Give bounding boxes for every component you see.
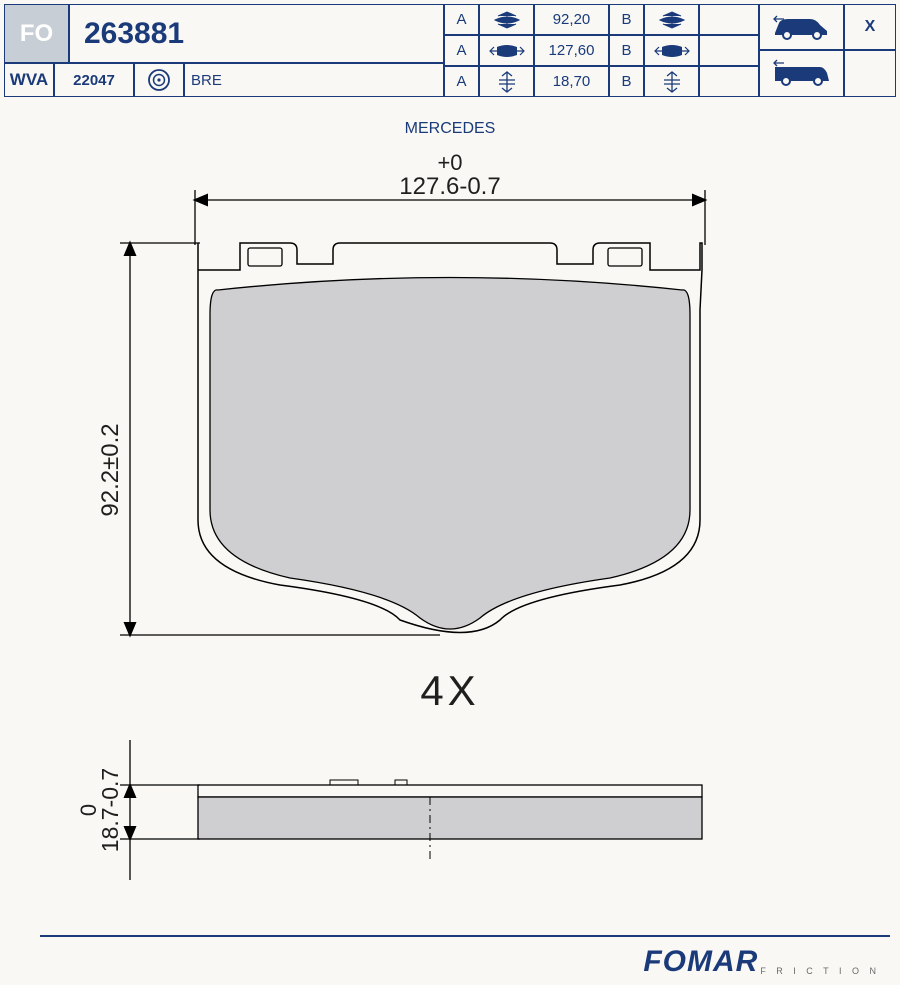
dim-thick-val: 18.7-0.7 (97, 768, 123, 852)
dimB1-val (699, 4, 759, 35)
dimA1-label: A (444, 4, 479, 35)
header-table: FO 263881 WVA 22047 BRE A 92,20 B A 127,… (4, 4, 896, 120)
dim-height-val: 92.2±0.2 (97, 423, 124, 516)
dimB2-icon (644, 35, 699, 66)
brand-name: FOMAR (643, 945, 758, 979)
dimB2-val (699, 35, 759, 66)
van-icon-cell (759, 50, 844, 97)
car-icon (772, 13, 832, 41)
dimB1-icon (644, 4, 699, 35)
friction-pad (210, 278, 690, 630)
brake-disc-icon (147, 68, 171, 92)
side-view (198, 780, 702, 860)
van-x (844, 50, 896, 97)
wva-value: 22047 (54, 63, 134, 97)
dimB1-label: B (609, 4, 644, 35)
fo-label: FO (4, 4, 69, 63)
dimB2-label: B (609, 35, 644, 66)
dimA3-icon (479, 66, 534, 97)
dimA3-val: 18,70 (534, 66, 609, 97)
dimB3-val (699, 66, 759, 97)
dimA1-val: 92,20 (534, 4, 609, 35)
dimA1-icon (479, 4, 534, 35)
dim-width: +0 127.6-0.7 (195, 150, 705, 245)
dimA2-label: A (444, 35, 479, 66)
dimA2-val: 127,60 (534, 35, 609, 66)
dimB3-icon (644, 66, 699, 97)
dimA2-icon (479, 35, 534, 66)
dimA3-label: A (444, 66, 479, 97)
brand-sub: F R I C T I O N (760, 966, 880, 976)
dim-width-val: 127.6-0.7 (399, 173, 500, 200)
van-icon (772, 59, 832, 89)
car-icon-cell (759, 4, 844, 50)
technical-drawing: +0 127.6-0.7 92.2±0.2 4X (0, 140, 900, 925)
wva-label: WVA (4, 63, 54, 97)
dim-thickness: 0 18.7-0.7 (76, 740, 200, 880)
car-x: X (844, 4, 896, 50)
disc-icon-cell (134, 63, 184, 97)
part-number: 263881 (69, 4, 444, 63)
vehicle-make: MERCEDES (4, 120, 896, 138)
footer-brand: FOMAR F R I C T I O N (643, 945, 880, 979)
dim-width-tol: +0 (437, 150, 462, 175)
system-code: BRE (184, 63, 444, 97)
dimB3-label: B (609, 66, 644, 97)
qty-label: 4X (420, 667, 479, 714)
footer-line (40, 935, 890, 937)
